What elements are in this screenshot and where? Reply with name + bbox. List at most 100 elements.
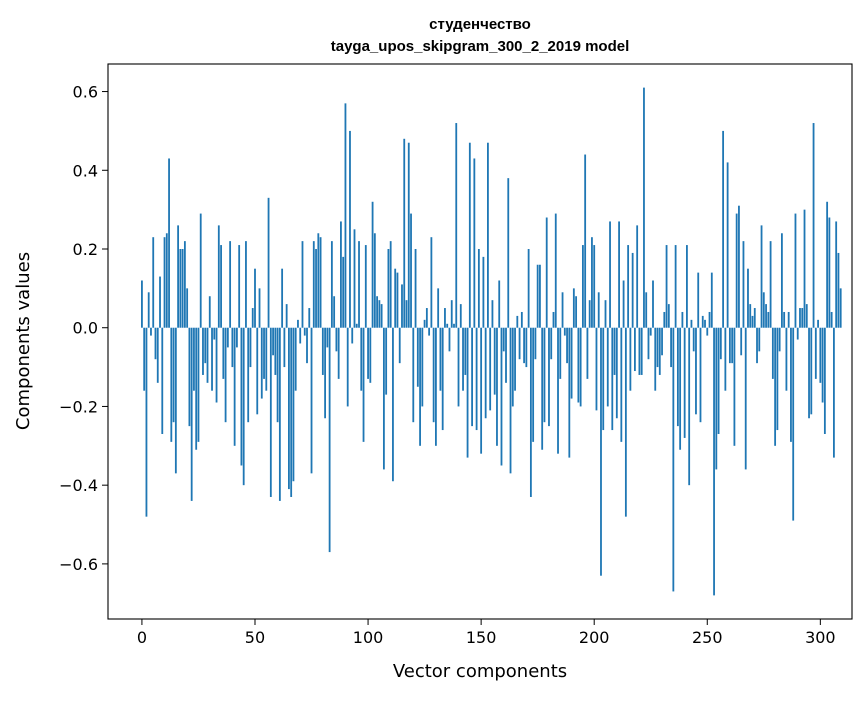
bar xyxy=(760,225,763,328)
bar xyxy=(568,327,571,458)
bar xyxy=(597,292,600,328)
y-tick-label: 0.4 xyxy=(73,161,98,180)
bar xyxy=(143,327,146,391)
bar xyxy=(769,241,772,328)
bar xyxy=(713,327,715,596)
bar xyxy=(226,327,229,348)
bar xyxy=(543,327,546,423)
bar xyxy=(652,280,654,328)
bar xyxy=(349,130,351,328)
bar xyxy=(579,327,582,407)
bar xyxy=(814,327,817,379)
bar xyxy=(299,327,302,344)
bar xyxy=(215,327,218,403)
bar xyxy=(355,323,358,328)
bar xyxy=(177,225,180,328)
bar xyxy=(245,241,247,328)
bar xyxy=(749,304,752,328)
bar xyxy=(428,327,431,336)
bar xyxy=(516,315,519,328)
bar xyxy=(367,327,369,379)
bar xyxy=(168,158,170,328)
bar xyxy=(738,205,740,328)
bar xyxy=(170,327,173,442)
bar xyxy=(410,213,412,328)
bar xyxy=(686,245,688,328)
bar xyxy=(692,327,695,352)
bar xyxy=(353,229,356,328)
chart-title-line2: tayga_upos_skipgram_300_2_2019 model xyxy=(331,38,630,55)
bar xyxy=(681,311,684,328)
bar xyxy=(188,327,191,427)
bar xyxy=(665,245,668,328)
bar xyxy=(683,327,686,438)
bar xyxy=(699,327,702,423)
bar xyxy=(446,323,449,328)
bar xyxy=(697,272,700,328)
bar xyxy=(310,327,313,474)
bar xyxy=(369,327,372,383)
bar xyxy=(274,327,277,375)
bar xyxy=(536,264,539,328)
bar xyxy=(414,249,417,328)
bar xyxy=(493,327,496,395)
bar xyxy=(799,308,801,328)
bar xyxy=(468,142,471,328)
bar xyxy=(690,319,693,328)
bar xyxy=(475,327,478,431)
bar xyxy=(762,292,765,328)
y-tick-label: −0.6 xyxy=(59,555,98,574)
bar xyxy=(238,245,241,328)
bar xyxy=(217,225,220,328)
x-axis-ticks: 0 50 100 150 200 250 300 xyxy=(137,619,836,647)
bar xyxy=(636,225,639,328)
bar xyxy=(394,268,397,328)
bar xyxy=(242,327,245,486)
bar xyxy=(634,327,636,372)
x-tick-label: 150 xyxy=(466,628,497,647)
bar xyxy=(174,327,177,474)
y-tick-label: 0.0 xyxy=(73,319,98,338)
bar xyxy=(430,237,433,328)
bar xyxy=(525,327,528,368)
bar xyxy=(550,327,553,360)
bar xyxy=(159,276,161,328)
bar xyxy=(371,201,374,328)
bar xyxy=(826,201,829,328)
bar xyxy=(581,245,584,328)
bar xyxy=(496,327,498,446)
bar xyxy=(141,280,143,328)
bar xyxy=(613,327,616,375)
bar xyxy=(618,221,620,328)
bar xyxy=(835,221,838,328)
bar xyxy=(563,327,566,336)
bar xyxy=(534,327,537,360)
bar xyxy=(794,213,797,328)
bar xyxy=(172,327,175,423)
bar xyxy=(733,327,736,446)
bar xyxy=(667,304,670,328)
bar xyxy=(629,327,632,391)
bar xyxy=(735,213,738,328)
bar xyxy=(462,327,464,391)
bar xyxy=(251,308,254,328)
bar xyxy=(231,327,234,368)
y-axis-ticks: −0.6 −0.4 −0.2 0.0 0.2 0.4 0.6 xyxy=(59,83,108,574)
bar xyxy=(810,327,813,415)
bar xyxy=(457,327,460,407)
bar xyxy=(378,300,381,328)
bar xyxy=(561,292,564,328)
bar xyxy=(439,327,442,391)
bar xyxy=(731,327,734,364)
bar xyxy=(421,327,424,407)
bar xyxy=(260,327,263,399)
bar xyxy=(380,304,383,328)
bar xyxy=(527,249,530,328)
bar xyxy=(335,327,338,352)
x-tick-label: 300 xyxy=(805,628,836,647)
y-tick-label: 0.2 xyxy=(73,240,98,259)
bar xyxy=(701,315,704,328)
bar xyxy=(220,245,222,328)
bar xyxy=(385,327,388,395)
